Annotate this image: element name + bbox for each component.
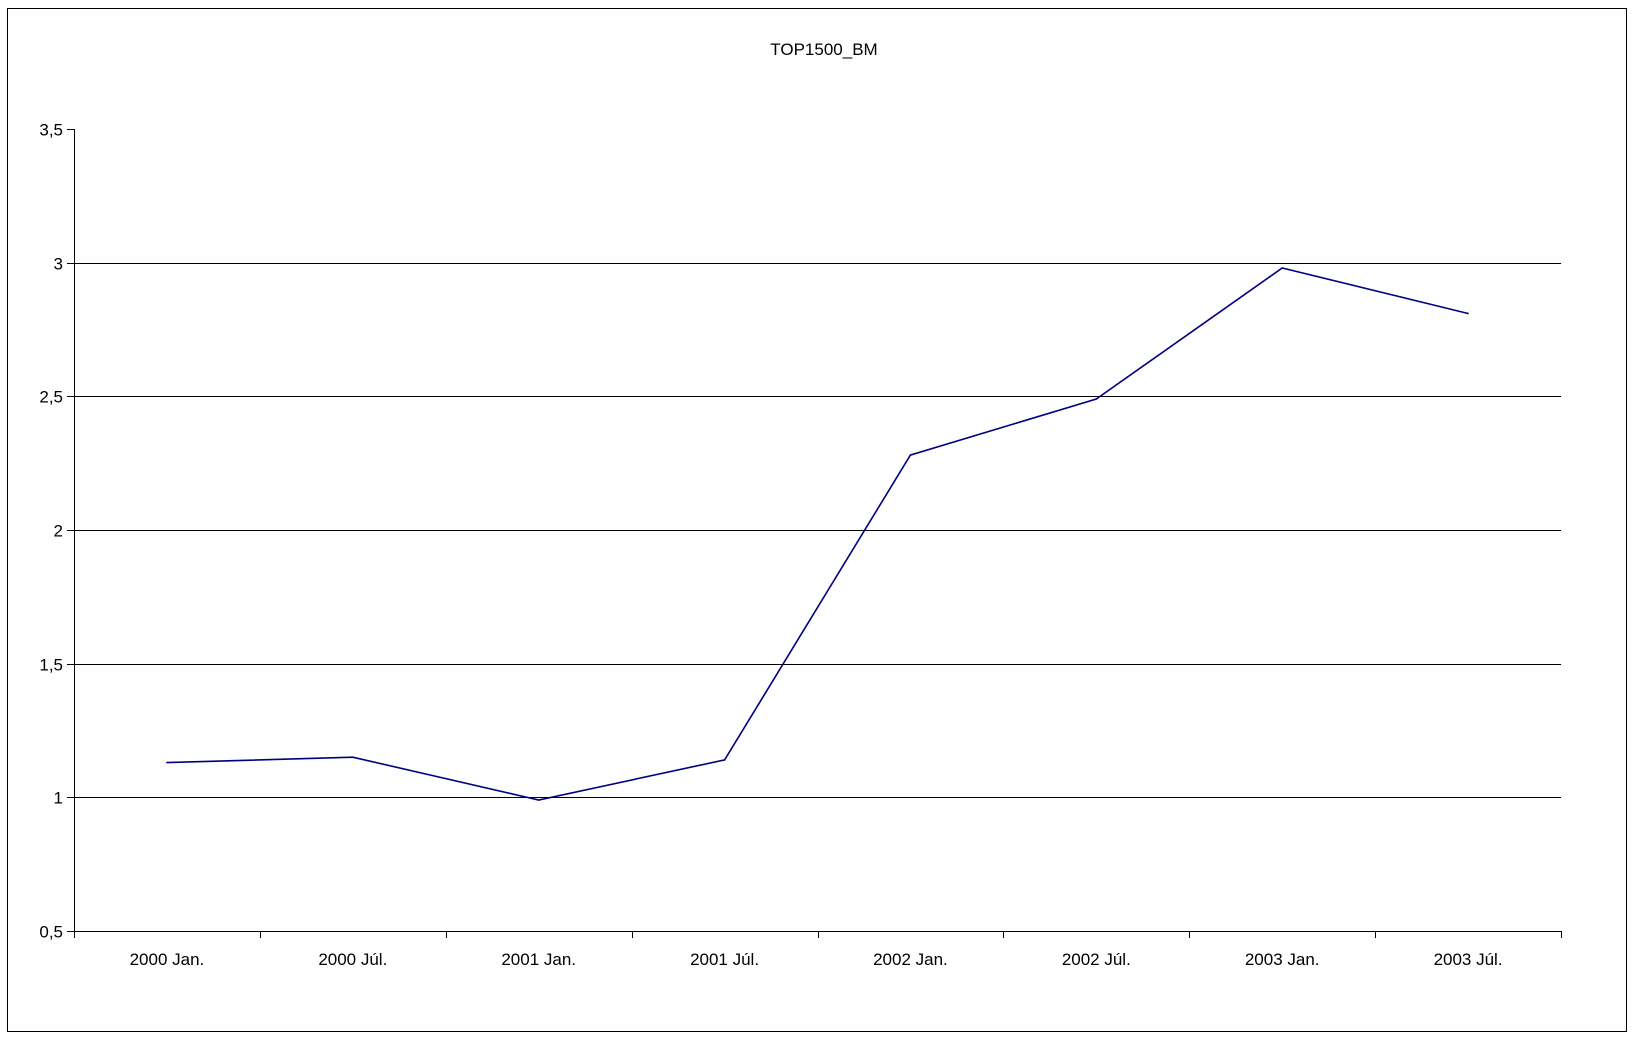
y-tick-label: 0,5 [39,923,63,942]
x-tick-label: 2001 Jan. [501,950,576,969]
data-point [537,799,540,801]
data-point [909,454,912,456]
gridlines [74,263,1561,798]
x-tick-label: 2003 Júl. [1434,950,1503,969]
y-tick-label: 1 [54,789,63,808]
axes [67,129,1562,938]
x-tick-label: 2001 Júl. [690,950,759,969]
y-tick-label: 2,5 [39,388,63,407]
series-line [166,267,1469,801]
data-point [723,759,726,761]
data-point [1095,398,1098,400]
chart-svg: TOP1500_BM 0,511,522,533,5 2000 Jan. 2000… [39,40,1562,969]
chart-frame: TOP1500_BM 0,5 1 1,5 2 2,5 3 3,5 2000 Jan. 2000… [7,8,1627,1032]
y-tick-labels: 0,5 1 1,5 2 2,5 3 3,5 [39,121,63,942]
x-tick-label: 2002 Jan. [873,950,948,969]
y-tick-label: 2 [54,522,63,541]
chart-title: TOP1500_BM [770,40,877,59]
y-tick-label: 3,5 [39,121,63,140]
y-tick-label: 1,5 [39,656,63,675]
y-tick-label: 3 [54,255,63,274]
data-point [352,756,354,759]
data-point [1467,312,1469,315]
x-tick-label: 2003 Jan. [1245,950,1320,969]
x-tick-label: 2000 Júl. [318,950,387,969]
x-tick-label: 2002 Júl. [1062,950,1131,969]
x-tick-label: 2000 Jan. [130,950,205,969]
x-tick-labels: 2000 Jan. 2000 Júl. 2001 Jan. 2001 Júl. 2002… [130,950,1503,969]
data-point [166,761,168,764]
series-layer [166,267,1469,801]
data-point [1281,267,1283,269]
